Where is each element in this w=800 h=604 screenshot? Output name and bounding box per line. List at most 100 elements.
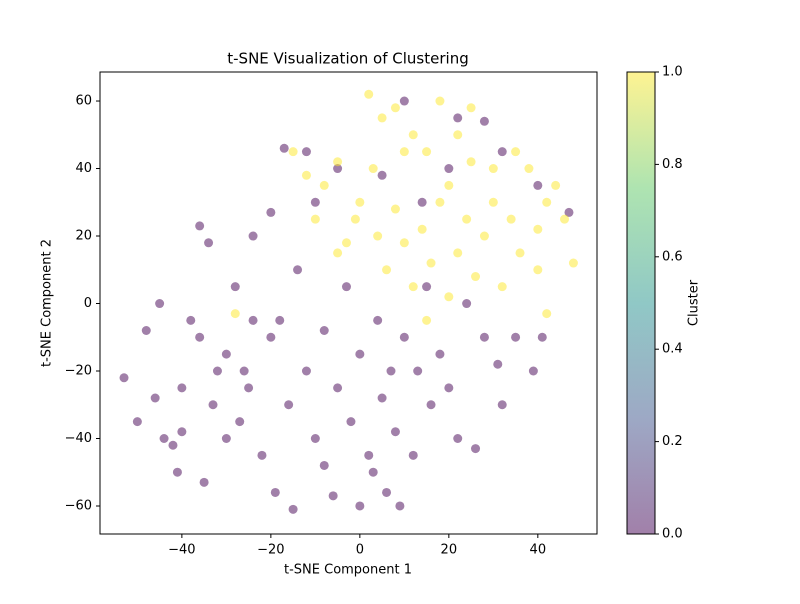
point	[382, 487, 392, 497]
colorbar-tick-label: 0.2	[662, 434, 683, 449]
y-tick-label: −40	[65, 431, 92, 446]
x-tick-label: −20	[257, 543, 284, 558]
point	[386, 366, 396, 376]
point	[355, 349, 365, 359]
point	[399, 96, 409, 106]
point	[155, 299, 165, 309]
point	[328, 491, 338, 501]
point	[301, 147, 311, 157]
point	[408, 130, 418, 140]
y-tick-label: 20	[75, 229, 92, 244]
point	[373, 231, 383, 241]
point	[141, 326, 151, 336]
point	[275, 315, 285, 325]
colorbar-tick-label: 0.4	[662, 342, 683, 357]
point	[564, 207, 574, 217]
point	[341, 282, 351, 292]
point	[172, 467, 182, 477]
point	[132, 417, 142, 427]
point	[221, 433, 231, 443]
point	[310, 433, 320, 443]
points	[119, 89, 578, 514]
point	[266, 332, 276, 342]
point	[310, 214, 320, 224]
colorbar-tick-label: 1.0	[662, 65, 683, 80]
point	[497, 282, 507, 292]
point	[422, 282, 432, 292]
point	[399, 332, 409, 342]
point	[444, 180, 454, 190]
point	[168, 440, 178, 450]
point	[533, 265, 543, 275]
point	[204, 238, 214, 248]
point	[422, 315, 432, 325]
point	[199, 477, 209, 487]
point	[426, 258, 436, 268]
point	[444, 164, 454, 174]
point	[288, 147, 298, 157]
point	[511, 332, 521, 342]
point	[212, 366, 222, 376]
point	[542, 197, 552, 207]
point	[350, 214, 360, 224]
point	[248, 315, 258, 325]
point	[150, 393, 160, 403]
colorbar	[627, 72, 655, 534]
point	[524, 164, 534, 174]
y-tick-label: 40	[75, 161, 92, 176]
x-tick-label: 40	[530, 543, 547, 558]
point	[159, 433, 169, 443]
point	[435, 349, 445, 359]
x-axis-label: t-SNE Component 1	[284, 563, 412, 578]
colorbar-label: Cluster	[687, 279, 702, 326]
point	[355, 501, 365, 511]
point	[257, 450, 267, 460]
point	[399, 147, 409, 157]
point	[382, 265, 392, 275]
point	[537, 332, 547, 342]
y-axis-label: t-SNE Component 2	[40, 239, 55, 367]
point	[497, 147, 507, 157]
point	[301, 170, 311, 180]
point	[364, 89, 374, 99]
point	[221, 349, 231, 359]
y-tick-label: 0	[84, 296, 92, 311]
y-tick-label: 60	[75, 94, 92, 109]
x-tick-label: −40	[168, 543, 195, 558]
point	[488, 197, 498, 207]
y-tick-label: −60	[65, 498, 92, 513]
point	[426, 400, 436, 410]
point	[453, 433, 463, 443]
point	[186, 315, 196, 325]
point	[270, 487, 280, 497]
point	[444, 292, 454, 302]
axes-frame	[99, 71, 598, 535]
point	[528, 366, 538, 376]
point	[279, 143, 289, 153]
point	[230, 309, 240, 319]
point	[177, 427, 187, 437]
point	[417, 224, 427, 234]
point	[435, 96, 445, 106]
point	[390, 103, 400, 113]
point	[346, 417, 356, 427]
point	[319, 326, 329, 336]
point	[119, 373, 129, 383]
point	[560, 214, 570, 224]
point	[453, 113, 463, 123]
point	[568, 258, 578, 268]
point	[195, 332, 205, 342]
point	[471, 272, 481, 282]
point	[319, 180, 329, 190]
point	[466, 103, 476, 113]
point	[462, 214, 472, 224]
point	[435, 197, 445, 207]
colorbar-tick-label: 0.6	[662, 249, 683, 264]
point	[453, 248, 463, 258]
point	[333, 164, 343, 174]
point	[230, 282, 240, 292]
point	[377, 393, 387, 403]
point	[284, 400, 294, 410]
point	[479, 116, 489, 126]
